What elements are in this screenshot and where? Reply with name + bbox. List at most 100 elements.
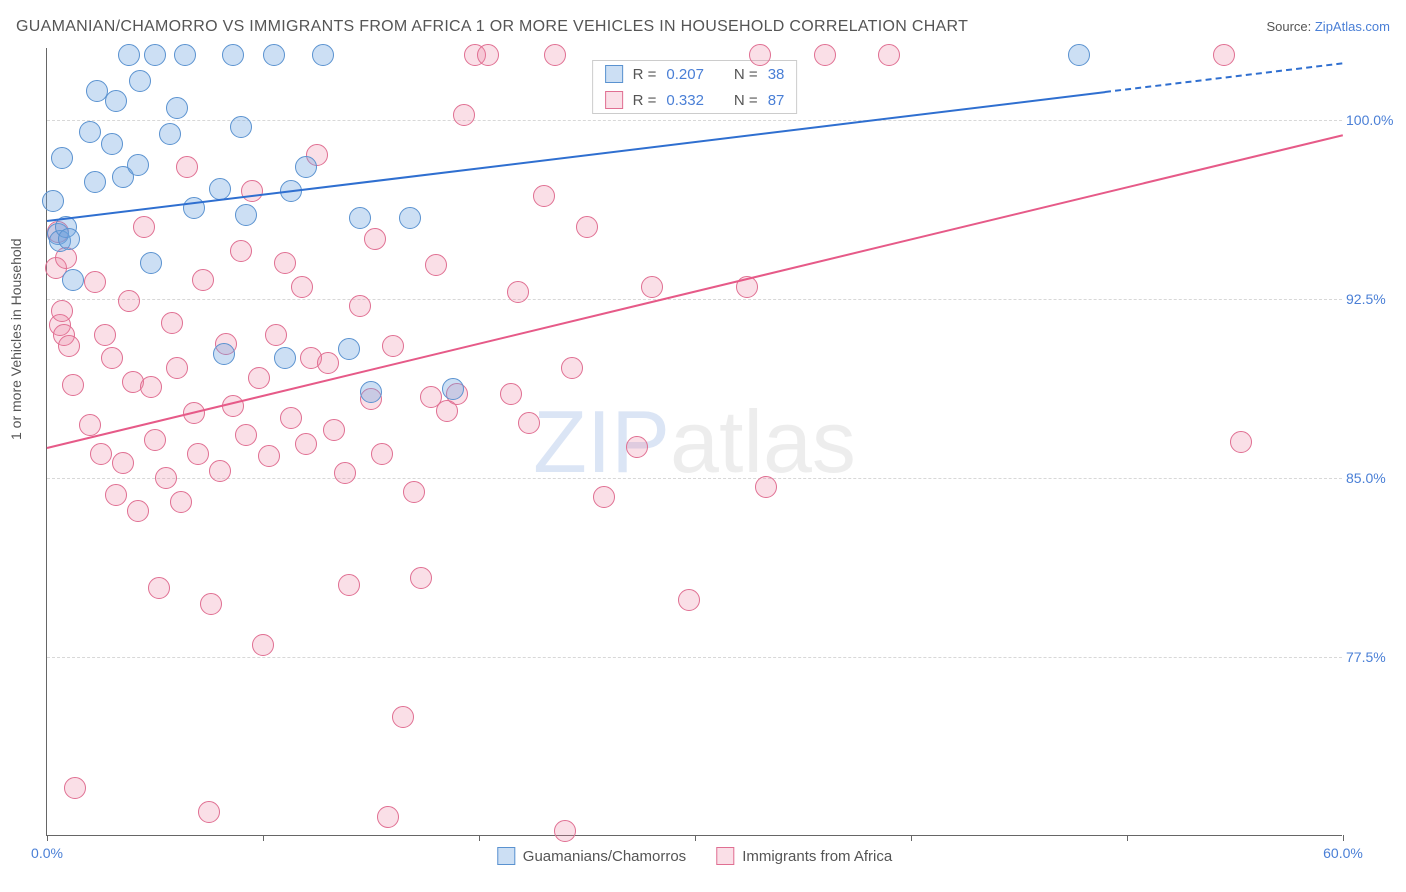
data-point-pink	[878, 44, 900, 66]
data-point-pink	[241, 180, 263, 202]
data-point-blue	[159, 123, 181, 145]
trendline-blue	[47, 91, 1106, 222]
data-point-pink	[349, 295, 371, 317]
trendline-pink	[47, 134, 1343, 449]
gridline-h	[47, 657, 1342, 658]
x-tick-mark	[1343, 835, 1344, 841]
data-point-blue	[295, 156, 317, 178]
data-point-pink	[235, 424, 257, 446]
data-point-pink	[410, 567, 432, 589]
data-point-pink	[101, 347, 123, 369]
data-point-blue	[144, 44, 166, 66]
data-point-pink	[554, 820, 576, 842]
swatch-pink	[716, 847, 734, 865]
header: GUAMANIAN/CHAMORRO VS IMMIGRANTS FROM AF…	[16, 18, 1390, 36]
data-point-pink	[222, 395, 244, 417]
data-point-pink	[392, 706, 414, 728]
data-point-blue	[274, 347, 296, 369]
data-point-pink	[94, 324, 116, 346]
data-point-blue	[399, 207, 421, 229]
data-point-pink	[176, 156, 198, 178]
data-point-pink	[295, 433, 317, 455]
chart-plot-area: ZIPatlas R = 0.207 N = 38 R = 0.332 N = …	[46, 48, 1342, 836]
data-point-pink	[265, 324, 287, 346]
data-point-blue	[312, 44, 334, 66]
data-point-blue	[1068, 44, 1090, 66]
trendline-blue-dashed	[1105, 62, 1343, 93]
data-point-pink	[79, 414, 101, 436]
data-point-blue	[360, 381, 382, 403]
data-point-pink	[403, 481, 425, 503]
data-point-pink	[291, 276, 313, 298]
data-point-pink	[576, 216, 598, 238]
correlation-row-pink: R = 0.332 N = 87	[593, 87, 797, 113]
data-point-blue	[174, 44, 196, 66]
data-point-pink	[187, 443, 209, 465]
data-point-pink	[64, 777, 86, 799]
data-point-pink	[161, 312, 183, 334]
swatch-pink	[605, 91, 623, 109]
data-point-pink	[258, 445, 280, 467]
data-point-pink	[814, 44, 836, 66]
data-point-blue	[230, 116, 252, 138]
series-legend: Guamanians/Chamorros Immigrants from Afr…	[497, 847, 892, 865]
x-tick-label: 0.0%	[31, 845, 63, 861]
data-point-pink	[144, 429, 166, 451]
data-point-pink	[230, 240, 252, 262]
data-point-pink	[749, 44, 771, 66]
data-point-pink	[371, 443, 393, 465]
data-point-blue	[58, 228, 80, 250]
swatch-blue	[605, 65, 623, 83]
data-point-pink	[641, 276, 663, 298]
data-point-blue	[101, 133, 123, 155]
data-point-blue	[338, 338, 360, 360]
legend-item-blue: Guamanians/Chamorros	[497, 847, 686, 865]
data-point-pink	[593, 486, 615, 508]
data-point-pink	[58, 335, 80, 357]
data-point-pink	[678, 589, 700, 611]
x-tick-label: 60.0%	[1323, 845, 1363, 861]
y-tick-label: 100.0%	[1346, 112, 1398, 128]
data-point-pink	[561, 357, 583, 379]
data-point-blue	[235, 204, 257, 226]
data-point-pink	[209, 460, 231, 482]
y-axis-label: 1 or more Vehicles in Household	[8, 238, 24, 440]
data-point-pink	[112, 452, 134, 474]
data-point-pink	[140, 376, 162, 398]
data-point-pink	[377, 806, 399, 828]
data-point-blue	[349, 207, 371, 229]
data-point-pink	[626, 436, 648, 458]
data-point-pink	[62, 374, 84, 396]
data-point-pink	[51, 300, 73, 322]
data-point-pink	[477, 44, 499, 66]
data-point-blue	[51, 147, 73, 169]
data-point-pink	[518, 412, 540, 434]
data-point-pink	[1230, 431, 1252, 453]
data-point-blue	[62, 269, 84, 291]
data-point-pink	[84, 271, 106, 293]
data-point-pink	[127, 500, 149, 522]
x-tick-mark	[479, 835, 480, 841]
data-point-pink	[170, 491, 192, 513]
data-point-pink	[133, 216, 155, 238]
data-point-pink	[148, 577, 170, 599]
correlation-row-blue: R = 0.207 N = 38	[593, 61, 797, 87]
data-point-pink	[323, 419, 345, 441]
gridline-h	[47, 299, 1342, 300]
source-attribution: Source: ZipAtlas.com	[1266, 19, 1390, 34]
y-tick-label: 77.5%	[1346, 649, 1398, 665]
data-point-pink	[453, 104, 475, 126]
x-tick-mark	[695, 835, 696, 841]
data-point-blue	[42, 190, 64, 212]
data-point-blue	[118, 44, 140, 66]
legend-item-pink: Immigrants from Africa	[716, 847, 892, 865]
data-point-pink	[166, 357, 188, 379]
swatch-blue	[497, 847, 515, 865]
x-tick-mark	[263, 835, 264, 841]
data-point-pink	[317, 352, 339, 374]
data-point-blue	[79, 121, 101, 143]
data-point-blue	[209, 178, 231, 200]
source-link[interactable]: ZipAtlas.com	[1315, 19, 1390, 34]
chart-title: GUAMANIAN/CHAMORRO VS IMMIGRANTS FROM AF…	[16, 18, 968, 36]
data-point-blue	[105, 90, 127, 112]
